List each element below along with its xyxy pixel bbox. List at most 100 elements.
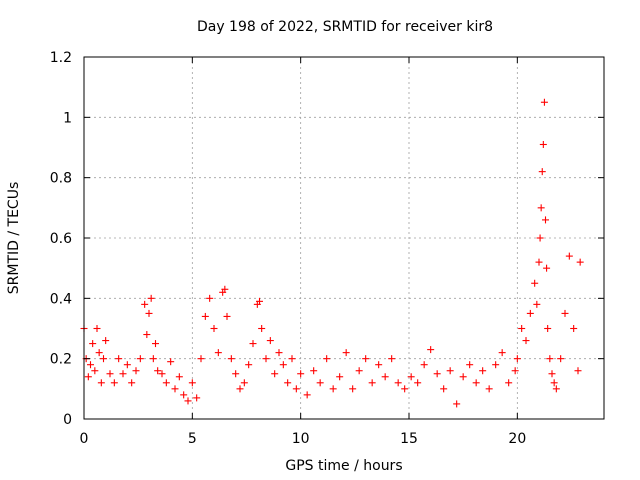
data-point	[236, 385, 244, 393]
data-point	[492, 361, 500, 369]
data-point	[214, 349, 222, 357]
data-point	[561, 309, 569, 317]
data-point	[193, 394, 201, 402]
data-point	[538, 168, 546, 176]
data-point	[533, 300, 541, 308]
data-point	[565, 252, 573, 260]
data-point	[167, 358, 175, 366]
data-point	[498, 349, 506, 357]
data-point	[543, 264, 551, 272]
data-point	[89, 340, 97, 348]
x-tick-label: 0	[80, 431, 89, 447]
data-point	[557, 355, 565, 363]
data-point	[511, 367, 519, 375]
data-point	[184, 397, 192, 405]
data-point	[223, 312, 231, 320]
data-point	[472, 379, 480, 387]
data-point	[401, 385, 409, 393]
data-point	[453, 400, 461, 408]
data-point	[188, 379, 196, 387]
data-point	[266, 337, 274, 345]
data-point	[158, 370, 166, 378]
data-point	[440, 385, 448, 393]
data-point	[106, 370, 114, 378]
x-tick-label: 15	[400, 431, 418, 447]
data-point	[262, 355, 270, 363]
data-point	[297, 370, 305, 378]
data-point	[414, 379, 422, 387]
data-point	[349, 385, 357, 393]
data-point	[570, 325, 578, 332]
data-point	[537, 204, 545, 212]
x-tick-label: 10	[292, 431, 310, 447]
data-point	[258, 325, 266, 332]
data-point	[526, 309, 534, 317]
data-point	[123, 361, 131, 369]
data-point	[522, 337, 530, 345]
data-point	[552, 385, 560, 393]
data-point	[249, 340, 257, 348]
data-point	[115, 355, 123, 363]
data-point	[323, 355, 331, 363]
y-tick-label: 1	[63, 110, 72, 126]
data-point	[546, 355, 554, 363]
data-point	[136, 355, 144, 363]
data-point	[362, 355, 370, 363]
data-point	[336, 373, 344, 381]
data-point	[446, 367, 454, 375]
data-point	[550, 379, 558, 387]
data-point	[459, 373, 467, 381]
data-point	[427, 346, 435, 354]
y-tick-label: 0.6	[50, 231, 72, 247]
data-point	[355, 367, 363, 375]
data-point	[535, 258, 543, 266]
data-point	[197, 355, 205, 363]
data-point	[201, 312, 209, 320]
y-tick-label: 0.8	[50, 171, 72, 187]
data-point	[544, 325, 552, 332]
data-point	[407, 373, 415, 381]
data-point	[143, 331, 151, 339]
data-point	[542, 216, 549, 224]
data-point	[539, 140, 547, 148]
data-point	[518, 325, 526, 332]
data-point	[505, 379, 513, 387]
data-point	[84, 373, 92, 381]
axis-ticks	[83, 56, 604, 420]
data-point	[227, 355, 235, 363]
x-tick-label: 20	[508, 431, 526, 447]
data-point	[536, 234, 544, 242]
y-tick-label: 0.4	[50, 291, 72, 307]
x-axis-label: GPS time / hours	[285, 458, 402, 474]
data-point	[145, 309, 153, 317]
data-point	[91, 367, 99, 375]
data-point	[210, 325, 218, 332]
y-tick-label: 0.2	[50, 352, 72, 368]
data-point	[162, 379, 170, 387]
data-point	[271, 370, 279, 378]
y-axis-label: SRMTID / TECUs	[6, 182, 22, 295]
data-point	[100, 355, 107, 363]
data-point	[381, 373, 389, 381]
data-point	[284, 379, 292, 387]
data-point	[102, 337, 110, 345]
data-point	[93, 325, 101, 332]
data-point	[87, 361, 94, 369]
data-point	[128, 379, 136, 387]
data-point	[152, 340, 159, 348]
data-point	[540, 98, 548, 106]
data-point	[256, 297, 263, 305]
data-point	[479, 367, 487, 375]
data-point	[433, 370, 441, 378]
data-point	[275, 349, 283, 357]
data-point	[292, 385, 300, 393]
data-point	[531, 279, 539, 287]
data-point	[329, 385, 337, 393]
data-point	[394, 379, 402, 387]
data-point	[288, 355, 296, 363]
data-point	[175, 373, 183, 381]
data-point	[132, 367, 140, 375]
data-point	[97, 379, 105, 387]
data-point	[513, 355, 521, 363]
